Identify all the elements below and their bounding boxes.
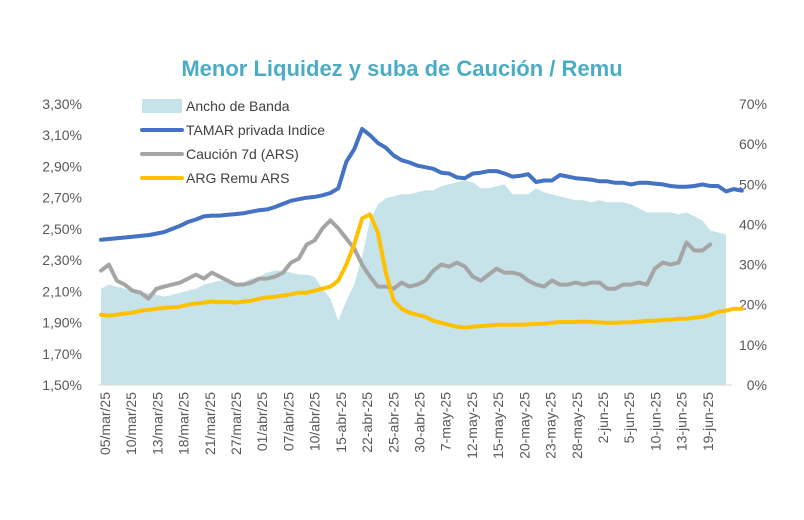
y-left-tick-label: 2,70% — [42, 190, 82, 206]
series-line-arg-remu-ars — [99, 212, 744, 330]
x-tick-label: 7-may-25 — [438, 392, 454, 451]
y-left-tick-label: 2,50% — [42, 221, 82, 237]
y-right-tick-label: 0% — [747, 377, 767, 393]
chart-title: Menor Liquidez y suba de Caución / Remu — [181, 56, 623, 81]
x-tick-label: 07/abr/25 — [280, 392, 296, 451]
x-tick-label: 27/mar/25 — [228, 392, 244, 455]
legend-swatch-ancho-de-banda — [142, 99, 182, 113]
y-right-tick-label: 60% — [739, 136, 767, 152]
x-tick-label: 5-jun-25 — [621, 392, 637, 444]
y-left-tick-label: 2,10% — [42, 283, 82, 299]
x-tick-label: 01/abr/25 — [254, 392, 270, 451]
legend-label-caucion-7d-ars: Caución 7d (ARS) — [186, 146, 299, 162]
y-right-tick-label: 40% — [739, 216, 767, 232]
x-tick-label: 25-abr-25 — [385, 392, 401, 453]
x-tick-label: 10/mar/25 — [123, 392, 139, 455]
y-right-tick-label: 20% — [739, 297, 767, 313]
x-tick-label: 12-may-25 — [464, 392, 480, 459]
x-tick-label: 10-jun-25 — [647, 392, 663, 451]
y-left-tick-label: 2,30% — [42, 252, 82, 268]
y-right-tick-label: 30% — [739, 257, 767, 273]
series-area-ancho-de-banda — [101, 180, 726, 385]
y-right-tick-label: 50% — [739, 176, 767, 192]
x-tick-label: 13/mar/25 — [149, 392, 165, 455]
x-tick-label: 21/mar/25 — [202, 392, 218, 455]
y-right-tick-label: 70% — [739, 96, 767, 112]
y-left-tick-label: 1,50% — [42, 377, 82, 393]
x-tick-label: 18/mar/25 — [176, 392, 192, 455]
x-tick-label: 23-may-25 — [543, 392, 559, 459]
x-tick-label: 15-may-25 — [490, 392, 506, 459]
x-tick-label: 19-jun-25 — [700, 392, 716, 451]
x-tick-label: 22-abr-25 — [359, 392, 375, 453]
y-left-tick-label: 1,70% — [42, 346, 82, 362]
x-tick-label: 05/mar/25 — [97, 392, 113, 455]
y-left-tick-label: 3,30% — [42, 96, 82, 112]
legend-label-arg-remu-ars: ARG Remu ARS — [186, 170, 289, 186]
x-tick-label: 30-abr-25 — [412, 392, 428, 453]
x-tick-label: 13-jun-25 — [674, 392, 690, 451]
series-line-tamar-privada-indice — [99, 127, 744, 242]
x-tick-label: 10/abr/25 — [307, 392, 323, 451]
x-tick-label: 2-jun-25 — [595, 392, 611, 444]
x-tick-label: 15-abr-25 — [333, 392, 349, 453]
y-left-tick-label: 1,90% — [42, 315, 82, 331]
series-line-caucion-7d-ars — [99, 218, 713, 301]
x-tick-label: 28-may-25 — [569, 392, 585, 459]
y-left-tick-label: 3,10% — [42, 127, 82, 143]
y-right-tick-label: 10% — [739, 337, 767, 353]
legend-label-tamar-privada-indice: TAMAR privada Indice — [186, 122, 325, 138]
y-left-tick-label: 2,90% — [42, 158, 82, 174]
x-tick-label: 20-may-25 — [516, 392, 532, 459]
legend-label-ancho-de-banda: Ancho de Banda — [186, 98, 290, 114]
